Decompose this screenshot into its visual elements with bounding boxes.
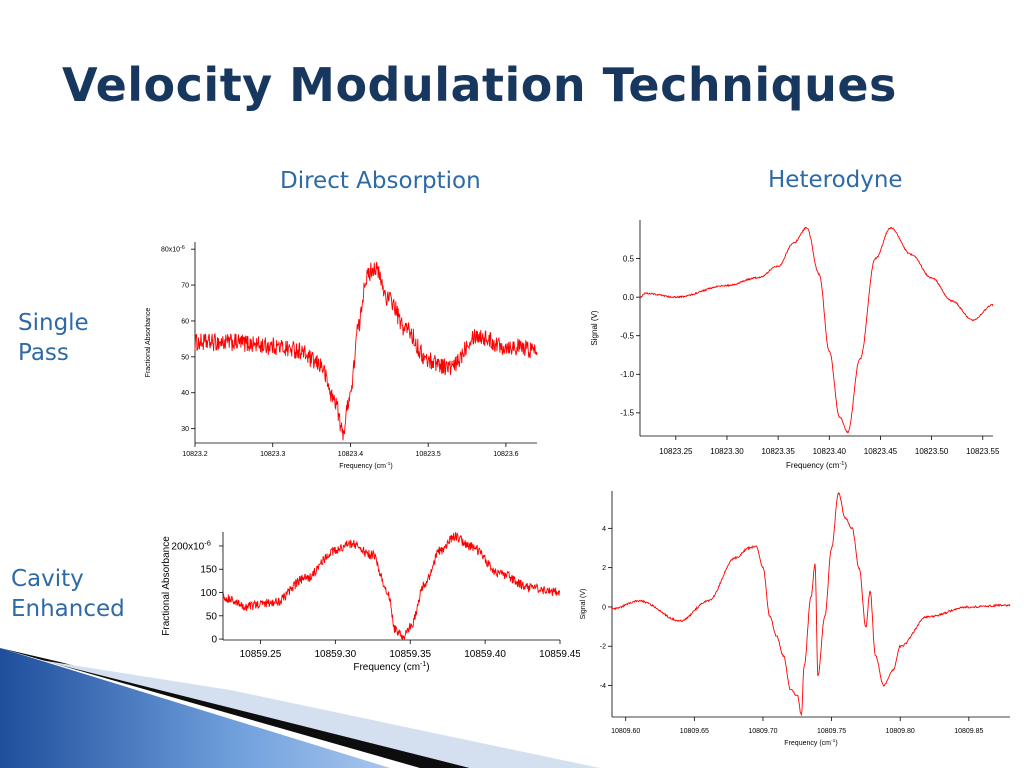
x-axis-label-text: Frequency (cm (786, 461, 840, 470)
y-tick-label: 150 (200, 565, 217, 576)
series-line (222, 532, 560, 641)
y-tick-exponent: -6 (204, 538, 211, 547)
y-tick-label: 50 (181, 354, 189, 361)
x-tick-label: 10809.75 (817, 728, 846, 735)
x-tick-label: 10823.5 (416, 451, 441, 458)
y-tick-label: 70 (181, 283, 189, 290)
x-tick-label: 10809.70 (748, 728, 777, 735)
x-tick-label: 10823.4 (338, 451, 363, 458)
x-tick-label: 10859.30 (314, 649, 356, 660)
x-axis-label-text: Frequency (cm (353, 662, 420, 673)
column-heading-direct-absorption: Direct Absorption (280, 168, 481, 194)
y-tick-exponent: -6 (180, 245, 185, 251)
y-tick-label: 0.5 (623, 254, 635, 263)
y-tick-label: 4 (602, 526, 606, 533)
x-axis-label: Frequency (cm-1) (786, 461, 847, 470)
x-tick-label: 10823.40 (813, 447, 847, 456)
y-tick-label: 200x10-6 (171, 538, 210, 552)
column-heading-heterodyne: Heterodyne (768, 167, 903, 193)
y-tick-label: -2 (600, 644, 606, 651)
x-tick-label: 10859.40 (464, 649, 506, 660)
y-tick-label: 0 (211, 635, 217, 646)
x-tick-label: 10809.65 (680, 728, 709, 735)
row-heading-single-pass: Single Pass (18, 308, 89, 368)
y-tick-label: 0 (602, 604, 606, 611)
x-axis-label-text: Frequency (cm (339, 463, 386, 470)
x-axis-label: Frequency (cm-1) (353, 661, 429, 673)
direct-absorption-cavity-enhanced-plot: 10859.25 10859.30 10859.35 10859.40 10859.45… (161, 532, 580, 673)
x-tick-label: 10823.50 (915, 447, 949, 456)
x-tick-label: 10809.85 (954, 728, 983, 735)
y-tick-label: 50 (206, 611, 218, 622)
slide-title: Velocity Modulation Techniques (62, 58, 897, 112)
y-axis-label: Signal (V) (580, 589, 587, 620)
x-tick-label: 10823.6 (493, 451, 518, 458)
x-axis-label-close: ) (426, 662, 429, 673)
x-tick-label: 10823.55 (966, 447, 1000, 456)
y-tick-label: 100 (200, 588, 217, 599)
heterodyne-cavity-enhanced-plot: 10809.60 10809.65 10809.70 10809.75 10809.80… (580, 491, 1011, 747)
y-axis-label: Fractional Absorbance (161, 536, 172, 636)
y-tick-label: 0.0 (623, 293, 635, 302)
y-tick-label: 60 (181, 318, 189, 325)
x-axis-label-sup: -1 (420, 661, 426, 668)
x-tick-label: 10823.35 (761, 447, 795, 456)
x-tick-label: 10823.30 (710, 447, 744, 456)
y-tick-label: -0.5 (620, 332, 634, 341)
x-axis-label-sup: -1 (831, 738, 836, 744)
heterodyne-single-pass-plot: 10823.25 10823.30 10823.35 10823.40 10823.45… (590, 220, 1000, 470)
y-tick-label: 80x10-6 (161, 245, 185, 254)
x-tick-label: 10823.3 (260, 451, 285, 458)
x-tick-label: 10823.45 (864, 447, 898, 456)
x-axis-label: Frequency (cm-1) (784, 738, 837, 747)
y-tick-label: -4 (600, 683, 606, 690)
x-axis-label: Frequency (cm-1) (339, 461, 392, 470)
row-heading-cavity-enhanced: Cavity Enhanced (11, 564, 125, 624)
y-tick-label: 2 (602, 565, 606, 572)
series-line (611, 492, 1011, 717)
x-axis-label-text: Frequency (cm (784, 740, 831, 747)
x-tick-label: 10809.80 (886, 728, 915, 735)
x-tick-label: 10823.2 (182, 451, 207, 458)
y-axis-label: Signal (V) (590, 310, 599, 345)
x-axis-label-close: ) (390, 463, 392, 470)
x-tick-label: 10809.60 (611, 728, 640, 735)
y-tick-label: 30 (181, 426, 189, 433)
y-axis-label: Fractional Absorbance (145, 308, 152, 378)
x-axis-label-sup: -1 (386, 461, 391, 467)
direct-absorption-single-pass-plot: 10823.2 10823.3 10823.4 10823.5 10823.6 30 40 5… (145, 242, 538, 470)
x-tick-label: 10859.25 (240, 649, 282, 660)
x-axis-label-sup: -1 (839, 461, 844, 467)
series-line (639, 226, 994, 434)
row-heading-line: Pass (18, 340, 69, 366)
row-heading-line: Single (18, 310, 89, 336)
x-tick-label: 10823.25 (659, 447, 693, 456)
x-axis-label-close: ) (844, 461, 847, 470)
series-line (194, 261, 538, 441)
x-tick-label: 10859.45 (539, 649, 580, 660)
y-tick-label: 40 (181, 390, 189, 397)
row-heading-line: Cavity (11, 566, 84, 592)
row-heading-line: Enhanced (11, 596, 125, 622)
y-tick-label: -1.0 (620, 370, 634, 379)
y-tick-label: -1.5 (620, 409, 634, 418)
x-tick-label: 10859.35 (389, 649, 431, 660)
x-axis-label-close: ) (835, 740, 837, 747)
